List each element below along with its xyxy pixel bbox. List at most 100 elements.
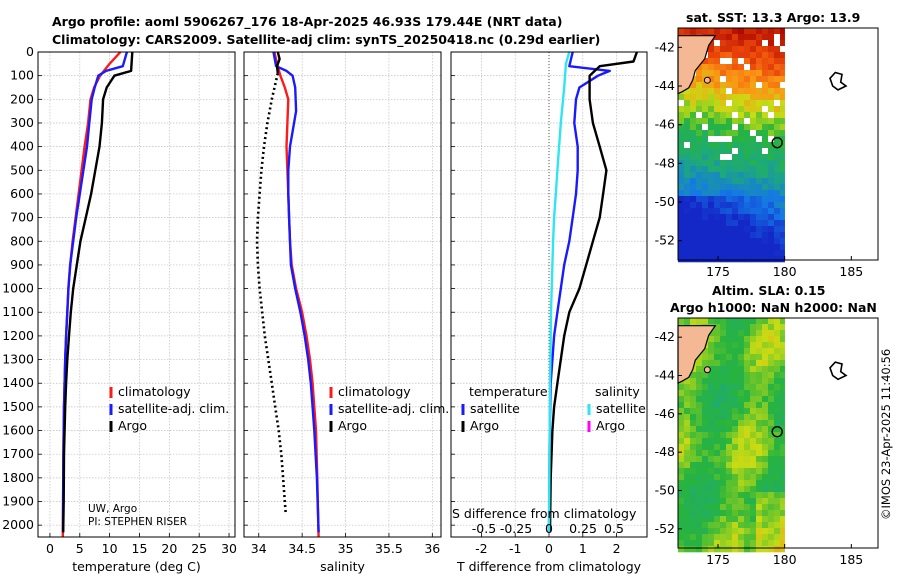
map-cell (696, 396, 703, 403)
map-cell (756, 348, 763, 355)
map-cell (750, 420, 757, 427)
map-cell (768, 70, 775, 77)
map-cell (714, 456, 721, 463)
map-cell (732, 330, 739, 337)
map-cell (714, 546, 721, 553)
map-cell (696, 546, 703, 553)
map-cell (768, 196, 775, 203)
map-cell (780, 106, 785, 113)
map-cell (726, 130, 733, 137)
map-cell (750, 546, 757, 553)
map-cell (708, 28, 715, 35)
y-tick-label: 200 (10, 91, 34, 106)
map-cell (714, 184, 721, 191)
map-cell (738, 534, 745, 541)
map-cell (678, 522, 685, 529)
map-cell (768, 528, 775, 535)
map-cell (678, 510, 685, 517)
map-cell (762, 402, 769, 409)
map-cell (780, 336, 785, 343)
map-x-tick-label: 175 (706, 552, 730, 567)
map-cell (774, 76, 781, 83)
map-cell (702, 432, 709, 439)
x-axis-label: temperature (deg C) (72, 559, 201, 574)
map-cell (702, 130, 709, 137)
map-cell (768, 372, 775, 379)
map-cell (684, 244, 691, 251)
map-cell (738, 366, 745, 373)
map-cell (696, 94, 703, 101)
map-cell (768, 232, 775, 239)
float-position-marker (771, 136, 783, 149)
map-cell (720, 390, 727, 397)
map-x-tick-label: 175 (706, 264, 730, 279)
map-cell (744, 256, 751, 263)
map-cell (750, 46, 757, 53)
map-cell (768, 136, 775, 143)
map-cell (720, 70, 727, 77)
map-cell (714, 528, 721, 535)
map-cell (720, 88, 727, 95)
map-cell (780, 510, 785, 517)
map-cell (738, 414, 745, 421)
map-cell (714, 390, 721, 397)
map-cell (750, 172, 757, 179)
map-cell (762, 426, 769, 433)
map-cell (774, 130, 781, 137)
map-cell (780, 378, 785, 385)
map-cell (696, 136, 703, 143)
map-cell (744, 172, 751, 179)
map-frame (677, 317, 879, 549)
map-cell (714, 94, 721, 101)
map-cell (684, 256, 691, 263)
map-cell (732, 112, 739, 119)
map-cell (726, 160, 733, 167)
map-cell (720, 100, 727, 107)
map-cell (750, 118, 757, 125)
map-y-tick-label: -44 (655, 78, 675, 93)
map-cell (702, 112, 709, 119)
map-cell (774, 172, 781, 179)
map-cell (768, 172, 775, 179)
map-cell (720, 40, 727, 47)
map-cell (714, 384, 721, 391)
map-cell (750, 336, 757, 343)
sal-legend-label: satellite-adj. clim. (338, 401, 449, 416)
map-cell (684, 426, 691, 433)
map-cell (696, 456, 703, 463)
map-cell (684, 432, 691, 439)
map-cell (720, 256, 727, 263)
map-cell (702, 238, 709, 245)
map-cell (702, 384, 709, 391)
map-cell (726, 324, 733, 331)
series-line-argo (62, 51, 134, 533)
map-cell (732, 384, 739, 391)
map-cell (720, 82, 727, 89)
map-cell (732, 432, 739, 439)
map-cell (756, 360, 763, 367)
map-cell (708, 178, 715, 185)
map-cell (768, 378, 775, 385)
map-cell (696, 148, 703, 155)
map-cell (774, 480, 781, 487)
map-cell (708, 384, 715, 391)
map-cell (780, 480, 785, 487)
map-cell (756, 142, 763, 149)
map-cell (774, 342, 781, 349)
map-cell (690, 190, 697, 197)
map-cell (744, 384, 751, 391)
map-cell (744, 112, 751, 119)
map-cell (714, 244, 721, 251)
map-cell (762, 40, 769, 47)
map-cell (762, 124, 769, 131)
map-cell (750, 414, 757, 421)
map-cell (696, 88, 703, 95)
map-cell (738, 474, 745, 481)
s-diff-axis-label: S difference from climatology (452, 506, 637, 521)
map-cell (744, 324, 751, 331)
map-cell (708, 426, 715, 433)
map-cell (684, 396, 691, 403)
map-cell (678, 184, 685, 191)
plot-area (244, 52, 441, 537)
map-cell (690, 220, 697, 227)
